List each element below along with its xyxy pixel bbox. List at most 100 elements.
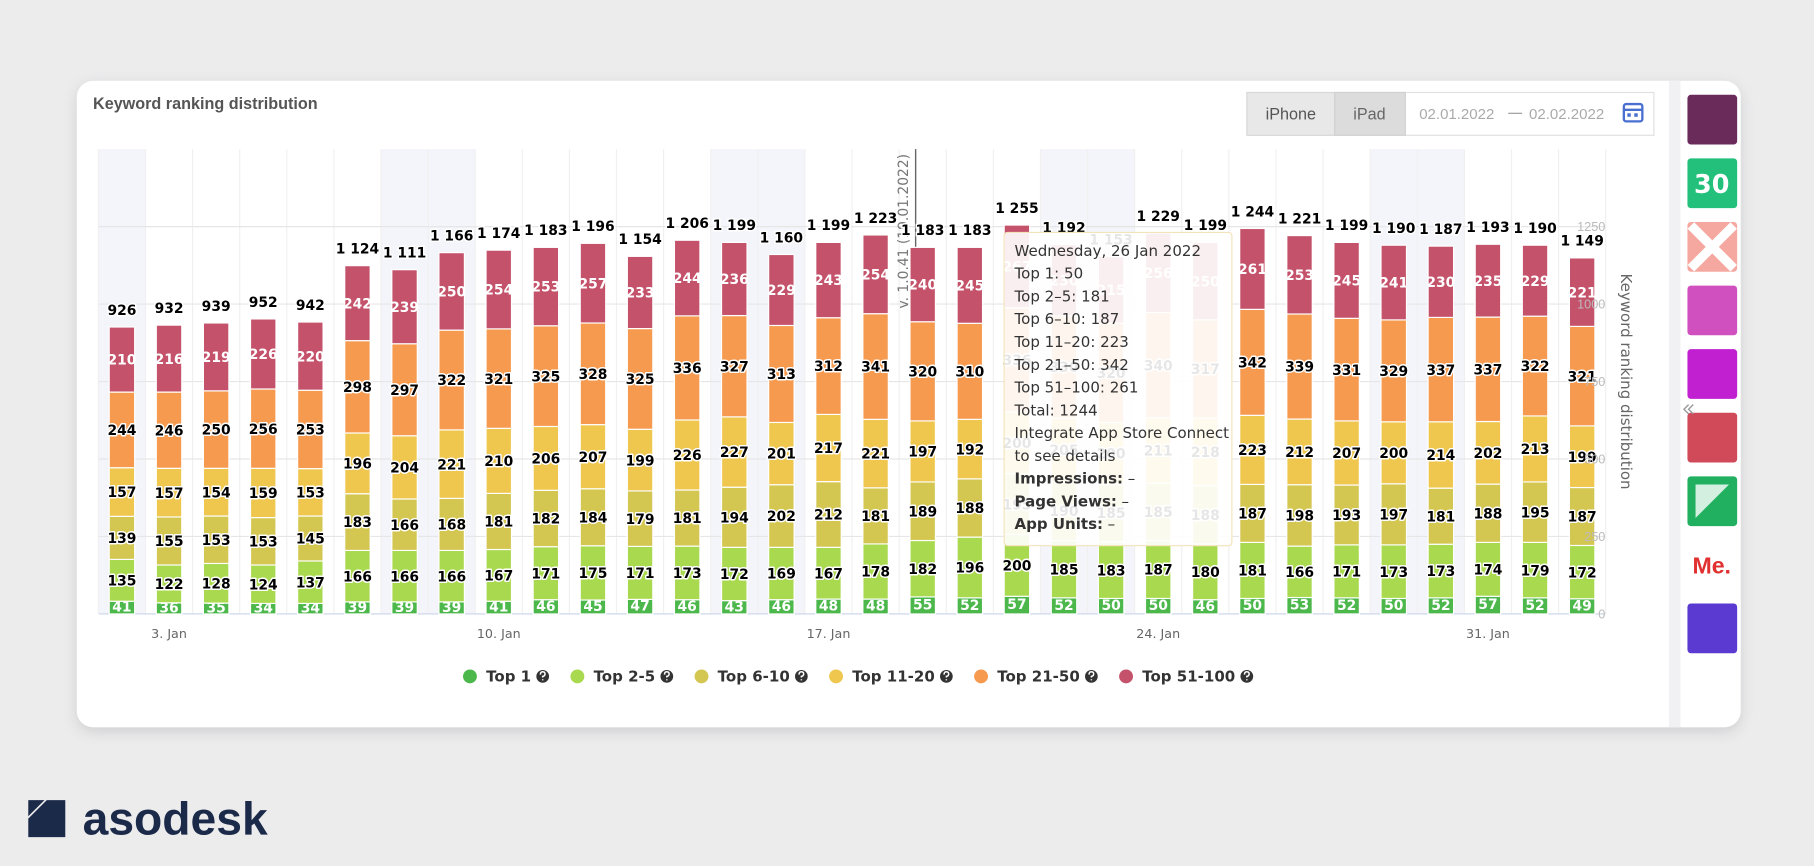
calendar-icon[interactable] <box>1622 102 1644 123</box>
bar-segment <box>249 564 277 604</box>
legend-item[interactable]: Top 11-20 <box>829 667 953 685</box>
legend-item[interactable]: Top 51-100 <box>1119 667 1254 685</box>
segment-label: 226 <box>673 448 702 464</box>
bar-segment <box>1286 418 1313 486</box>
collapse-arrow[interactable] <box>1682 404 1694 415</box>
app-icon[interactable] <box>1687 476 1738 527</box>
segment-label: 226 <box>249 347 278 363</box>
segment-label: 187 <box>1144 563 1173 579</box>
ipad-button[interactable] <box>1334 91 1406 136</box>
segment-label: 50 <box>1101 598 1120 614</box>
legend-item[interactable]: Top 2-5 <box>570 667 674 685</box>
bar-segment <box>532 546 560 601</box>
total-label: 1 223 <box>854 211 897 227</box>
segment-label: 166 <box>1285 565 1314 581</box>
segment-label: 153 <box>296 485 325 501</box>
total-label: 1 190 <box>1513 221 1556 237</box>
segment-label: 320 <box>908 364 937 380</box>
total-label: 1 160 <box>760 230 803 246</box>
legend-item[interactable]: Top 6-10 <box>694 667 808 685</box>
segment-label: 337 <box>1426 363 1455 379</box>
legend-item[interactable]: Top 1 <box>463 667 550 685</box>
bar-segment <box>1286 484 1313 547</box>
bar-segment <box>626 545 654 600</box>
bar-segment <box>485 328 513 429</box>
segment-label: 157 <box>107 485 136 501</box>
bar-segment <box>249 318 277 390</box>
tooltip-metric-value: – <box>1108 515 1116 533</box>
app-icon[interactable] <box>1687 412 1738 463</box>
segment-label: 207 <box>1332 446 1361 462</box>
tooltip-line: Top 6–10: 187 <box>1014 310 1120 328</box>
bar-segment <box>909 539 936 598</box>
bar-segment <box>344 493 371 552</box>
segment-label: 173 <box>1379 565 1408 581</box>
plot: v. 1.0.41 (19.01.2022) 41 135 139 157 244 210 9… <box>97 149 1635 685</box>
total-label: 1 199 <box>807 218 850 234</box>
app-icon[interactable] <box>1687 94 1738 145</box>
total-label: 952 <box>249 295 278 311</box>
bar-segment <box>1521 315 1549 417</box>
bar-segment <box>862 418 889 489</box>
iphone-label[interactable]: iPhone <box>1266 105 1316 123</box>
bar-segment <box>815 317 842 415</box>
segment-label: 199 <box>1568 450 1597 466</box>
segment-label: 52 <box>1054 598 1073 614</box>
bar-segment <box>1568 257 1596 327</box>
segment-label: 213 <box>1521 442 1550 458</box>
segment-label: 180 <box>1191 565 1220 581</box>
segment-label: 325 <box>626 372 655 388</box>
legend-label: Top 51-100 <box>1142 667 1235 685</box>
app-icon[interactable] <box>1687 603 1738 654</box>
segment-label: 188 <box>1473 506 1502 522</box>
bar-segment <box>1144 539 1172 600</box>
segment-label: 166 <box>437 569 466 585</box>
app-icon[interactable] <box>1687 349 1738 399</box>
segment-label: 254 <box>484 283 513 299</box>
segment-label: 188 <box>955 501 984 517</box>
bar-segment <box>297 560 324 604</box>
tooltip-line: Top 51–100: 261 <box>1014 379 1139 397</box>
bar-segment <box>1333 420 1360 486</box>
segment-label: 327 <box>720 359 749 375</box>
segment-label: 171 <box>531 566 560 582</box>
segment-label: 173 <box>1426 564 1455 580</box>
segment-label: 39 <box>442 600 461 616</box>
bar-segment <box>956 536 984 599</box>
x-tick-label: 24. Jan <box>1136 626 1180 641</box>
bar-segment <box>815 241 842 319</box>
bar-segment <box>1239 227 1266 310</box>
bar-segment <box>768 324 795 424</box>
segment-label: 153 <box>202 533 231 549</box>
segment-label: 50 <box>1384 598 1403 614</box>
segment-label: 45 <box>583 599 602 615</box>
total-label: 942 <box>296 298 325 314</box>
ipad-label[interactable]: iPad <box>1353 105 1385 123</box>
app-icon[interactable] <box>1687 158 1738 209</box>
segment-label: 39 <box>348 600 367 616</box>
total-label: 939 <box>202 299 231 315</box>
segment-label: 171 <box>626 566 655 582</box>
app-icon[interactable] <box>1687 285 1738 336</box>
app-icon[interactable] <box>1687 539 1738 590</box>
date-from[interactable]: 02.01.2022 <box>1419 106 1494 123</box>
segment-label: 230 <box>1426 275 1455 291</box>
segment-label: 34 <box>301 601 320 617</box>
tooltip-metric-label: App Units: <box>1015 515 1103 533</box>
bar-segment <box>155 467 183 518</box>
total-label: 1 154 <box>618 232 661 248</box>
segment-label: 166 <box>390 518 419 534</box>
bar-segment <box>1427 421 1455 489</box>
segment-label: 241 <box>1379 276 1408 292</box>
bar-segment <box>1286 545 1313 599</box>
date-to[interactable]: 02.02.2022 <box>1529 106 1604 123</box>
bar-segment <box>1474 420 1502 485</box>
legend-marker <box>694 669 709 684</box>
legend-item[interactable]: Top 21-50 <box>974 667 1098 685</box>
segment-label: 312 <box>814 359 843 375</box>
tooltip-metric: Impressions: – <box>1015 470 1136 488</box>
segment-label: 214 <box>1426 448 1455 464</box>
segment-label: 246 <box>155 423 184 439</box>
bar-segment <box>202 515 230 565</box>
bar-segment <box>532 325 560 428</box>
